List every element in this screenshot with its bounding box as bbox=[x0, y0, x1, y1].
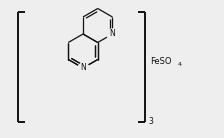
Text: 3: 3 bbox=[148, 117, 153, 126]
Text: N: N bbox=[110, 30, 115, 39]
Text: N: N bbox=[80, 63, 86, 72]
Text: 4: 4 bbox=[178, 63, 182, 67]
Text: FeSO: FeSO bbox=[150, 58, 172, 67]
